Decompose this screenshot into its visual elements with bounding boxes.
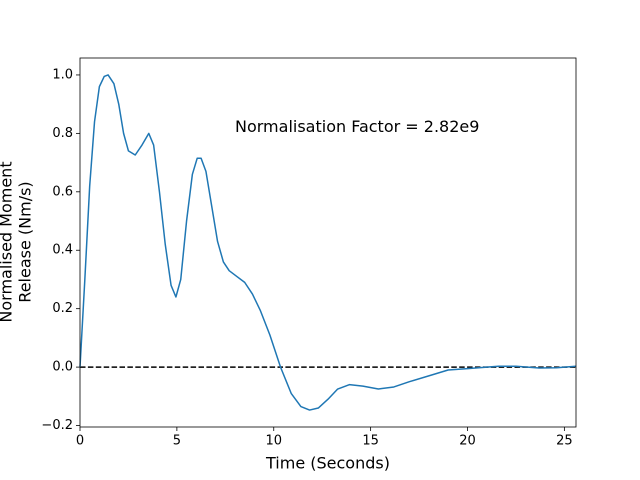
plot-frame bbox=[79, 57, 577, 428]
y-axis-label: Release (Nm/s) bbox=[16, 181, 35, 302]
y-tick-label: 1.0 bbox=[52, 67, 73, 82]
y-tick-label: 0.8 bbox=[52, 126, 73, 141]
x-tick-label: 20 bbox=[459, 434, 476, 449]
y-tick-label: −0.2 bbox=[41, 418, 73, 433]
y-tick-label: 0.2 bbox=[52, 301, 73, 316]
x-axis-label: Time (Seconds) bbox=[265, 454, 390, 473]
x-tick-label: 5 bbox=[173, 434, 181, 449]
y-axis-label: Normalised Moment bbox=[0, 161, 16, 322]
x-tick-label: 15 bbox=[362, 434, 379, 449]
y-tick-label: 0.0 bbox=[52, 360, 73, 375]
x-tick-label: 0 bbox=[76, 434, 84, 449]
y-tick-label: 0.6 bbox=[52, 184, 73, 199]
x-tick-label: 25 bbox=[556, 434, 573, 449]
data-line bbox=[79, 74, 577, 411]
annotation: Normalisation Factor = 2.82e9 bbox=[235, 117, 479, 136]
y-tick-label: 0.4 bbox=[52, 243, 73, 258]
x-tick-label: 10 bbox=[265, 434, 282, 449]
